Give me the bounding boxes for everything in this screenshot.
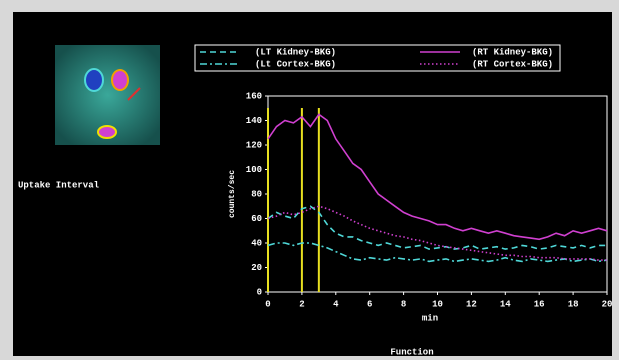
legend-label: (RT Cortex-BKG) — [472, 59, 553, 69]
x-axis-label: min — [422, 313, 438, 323]
y-tick-label: 100 — [246, 165, 262, 175]
x-tick-label: 10 — [432, 299, 443, 309]
legend-label: (LT Kidney-BKG) — [255, 47, 336, 57]
x-tick-label: 2 — [299, 299, 304, 309]
side-label: Uptake Interval — [18, 180, 100, 190]
x-tick-label: 0 — [265, 299, 270, 309]
x-tick-label: 4 — [333, 299, 339, 309]
x-tick-label: 16 — [534, 299, 545, 309]
page: Uptake Interval Function min counts/sec … — [0, 0, 619, 360]
y-tick-label: 80 — [251, 189, 262, 199]
scan-image — [55, 45, 160, 145]
x-tick-label: 8 — [401, 299, 406, 309]
x-tick-label: 14 — [500, 299, 511, 309]
x-tick-label: 12 — [466, 299, 477, 309]
screen: Uptake Interval Function min counts/sec … — [0, 0, 619, 360]
y-axis-label: counts/sec — [228, 170, 237, 218]
y-tick-label: 120 — [246, 140, 262, 150]
x-tick-label: 6 — [367, 299, 372, 309]
x-tick-label: 20 — [602, 299, 613, 309]
y-tick-label: 40 — [251, 238, 262, 248]
legend-label: (RT Kidney-BKG) — [472, 47, 553, 57]
y-tick-label: 140 — [246, 116, 262, 126]
y-tick-label: 160 — [246, 91, 262, 101]
x-tick-label: 18 — [568, 299, 579, 309]
y-tick-label: 60 — [251, 214, 262, 224]
y-tick-label: 20 — [251, 263, 262, 273]
footer: Function — [390, 347, 433, 357]
legend-label: (Lt Cortex-BKG) — [255, 59, 336, 69]
y-tick-label: 0 — [257, 287, 262, 297]
